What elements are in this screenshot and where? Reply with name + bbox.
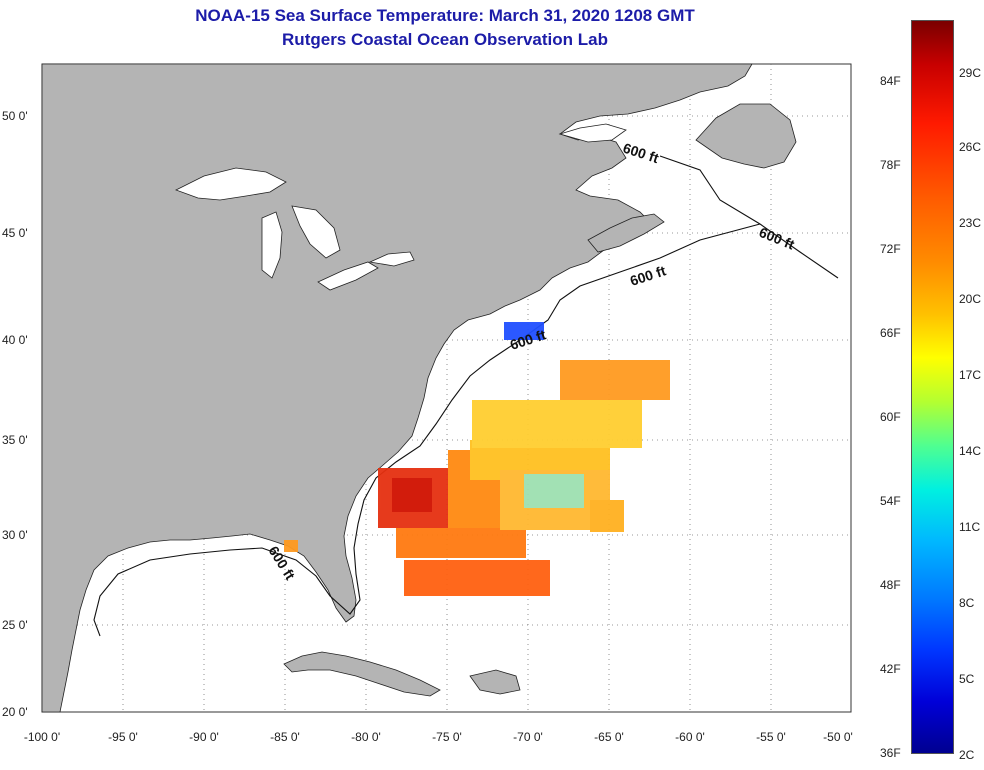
lon-label: -80 0' xyxy=(351,730,381,744)
colorbar-f-label: 78F xyxy=(880,158,901,172)
hudson-st-lawrence xyxy=(558,123,627,143)
colorbar-c-label: 23C xyxy=(959,216,982,230)
lat-label: 40 0' xyxy=(2,333,28,347)
temperature-colorbar xyxy=(911,20,954,754)
lon-label: -100 0' xyxy=(24,730,60,744)
graticule xyxy=(42,64,851,712)
colorbar-f-label: 54F xyxy=(880,494,901,508)
hispaniola-land xyxy=(469,669,521,695)
colorbar-c-label: 17C xyxy=(959,368,982,382)
sst-data xyxy=(284,322,670,596)
great-lakes xyxy=(174,123,627,291)
colorbar-c-label: 8C xyxy=(959,596,975,610)
lat-label: 35 0' xyxy=(2,433,28,447)
lake-superior xyxy=(174,167,287,201)
colorbar-c-label: 26C xyxy=(959,140,982,154)
lon-label: -95 0' xyxy=(108,730,138,744)
newfoundland-land xyxy=(695,103,797,169)
colorbar-f-label: 72F xyxy=(880,242,901,256)
lat-label: 25 0' xyxy=(2,618,28,632)
cuba-land xyxy=(283,651,441,697)
lon-label: -65 0' xyxy=(594,730,624,744)
colorbar-c-label: 14C xyxy=(959,444,982,458)
colorbar-f-label: 36F xyxy=(880,746,901,760)
colorbar-f-label: 60F xyxy=(880,410,901,424)
lake-huron xyxy=(291,205,341,259)
map-title: NOAA-15 Sea Surface Temperature: March 3… xyxy=(195,6,695,25)
colorbar-f-label: 42F xyxy=(880,662,901,676)
lon-label: -70 0' xyxy=(513,730,543,744)
lake-ontario xyxy=(368,251,415,267)
colorbar-f-label: 66F xyxy=(880,326,901,340)
nova-scotia-land xyxy=(587,213,665,253)
lat-label: 45 0' xyxy=(2,226,28,240)
lat-label: 50 0' xyxy=(2,109,28,123)
isobath-600ft xyxy=(93,155,839,637)
colorbar-c-label: 20C xyxy=(959,292,982,306)
colorbar-c-label: 5C xyxy=(959,672,975,686)
colorbar-f-label: 84F xyxy=(880,74,901,88)
lat-label: 20 0' xyxy=(2,705,28,719)
lon-label: -75 0' xyxy=(432,730,462,744)
lat-label: 30 0' xyxy=(2,528,28,542)
colorbar-f-label: 48F xyxy=(880,578,901,592)
colorbar-c-label: 29C xyxy=(959,66,982,80)
colorbar-c-label: 11C xyxy=(959,520,981,534)
lon-label: -55 0' xyxy=(756,730,786,744)
lon-label: -90 0' xyxy=(189,730,219,744)
lon-label: -60 0' xyxy=(675,730,705,744)
lake-michigan xyxy=(261,211,283,279)
lon-label: -50 0' xyxy=(823,730,853,744)
map-subtitle: Rutgers Coastal Ocean Observation Lab xyxy=(282,30,608,49)
lake-erie xyxy=(317,261,379,291)
lon-label: -85 0' xyxy=(270,730,300,744)
colorbar-c-label: 2C xyxy=(959,748,975,762)
